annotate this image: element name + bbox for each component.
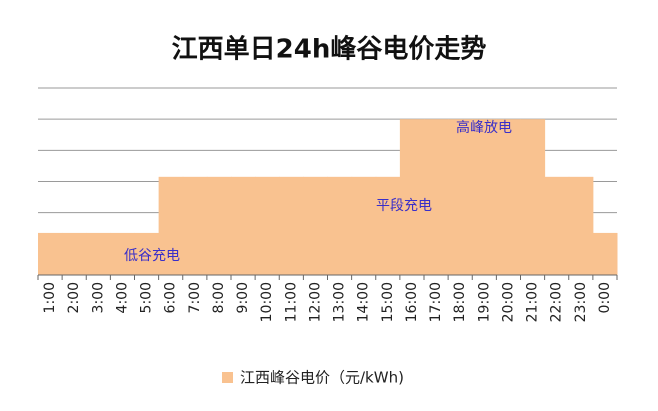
- x-tick-label: 23:00: [573, 282, 589, 322]
- x-tick-label: 7:00: [187, 282, 203, 313]
- x-tick-label: 21:00: [525, 282, 541, 322]
- bar: [399, 119, 425, 276]
- bar: [303, 176, 328, 275]
- x-tick-label: 10:00: [259, 282, 275, 322]
- annotation: 低谷充电: [124, 248, 180, 264]
- bar: [496, 119, 521, 276]
- bar: [255, 176, 280, 275]
- x-tick-label: 1:00: [42, 282, 58, 313]
- legend-swatch: [222, 372, 233, 383]
- bar: [62, 232, 87, 275]
- x-tick-label: 3:00: [90, 282, 106, 313]
- bar: [544, 176, 570, 275]
- x-tick-label: 4:00: [114, 282, 130, 313]
- x-tick-label: 15:00: [380, 282, 396, 322]
- bar: [182, 176, 208, 275]
- x-tick-label: 5:00: [139, 282, 155, 313]
- x-tick-label: 13:00: [332, 282, 348, 322]
- bar: [206, 176, 232, 275]
- bar: [448, 119, 473, 276]
- x-tick-label: 6:00: [163, 282, 179, 313]
- bar: [279, 176, 304, 275]
- chart-title: 江西单日24h峰谷电价走势: [172, 35, 487, 65]
- annotation: 平段充电: [376, 198, 432, 214]
- x-tick-label: 18:00: [452, 282, 468, 322]
- bar: [568, 176, 594, 275]
- x-tick-label: 0:00: [597, 282, 613, 313]
- bar: [520, 119, 546, 276]
- bar: [134, 232, 160, 275]
- bar: [86, 232, 111, 275]
- x-tick-label: 12:00: [307, 282, 323, 322]
- x-tick-label: 9:00: [235, 282, 251, 313]
- x-tick-label: 19:00: [476, 282, 492, 322]
- bar: [231, 176, 256, 275]
- bar: [424, 119, 449, 276]
- x-tick-label: 2:00: [66, 282, 82, 313]
- annotation: 高峰放电: [456, 119, 512, 136]
- legend-label: 江西峰谷电价（元/kWh): [240, 369, 404, 387]
- bar: [472, 119, 497, 276]
- bar: [592, 232, 618, 275]
- bar: [110, 232, 135, 275]
- bar: [375, 176, 401, 275]
- x-tick-label: 20:00: [500, 282, 516, 322]
- x-tick-label: 8:00: [211, 282, 227, 313]
- bar: [351, 176, 377, 275]
- bar: [158, 176, 184, 275]
- x-tick-label: 14:00: [356, 282, 372, 322]
- x-tick-label: 17:00: [428, 282, 444, 322]
- x-tick-label: 22:00: [549, 282, 565, 322]
- bar: [38, 232, 63, 275]
- x-tick-label: 11:00: [283, 282, 299, 322]
- x-tick-label: 16:00: [404, 282, 420, 322]
- bar: [327, 176, 353, 275]
